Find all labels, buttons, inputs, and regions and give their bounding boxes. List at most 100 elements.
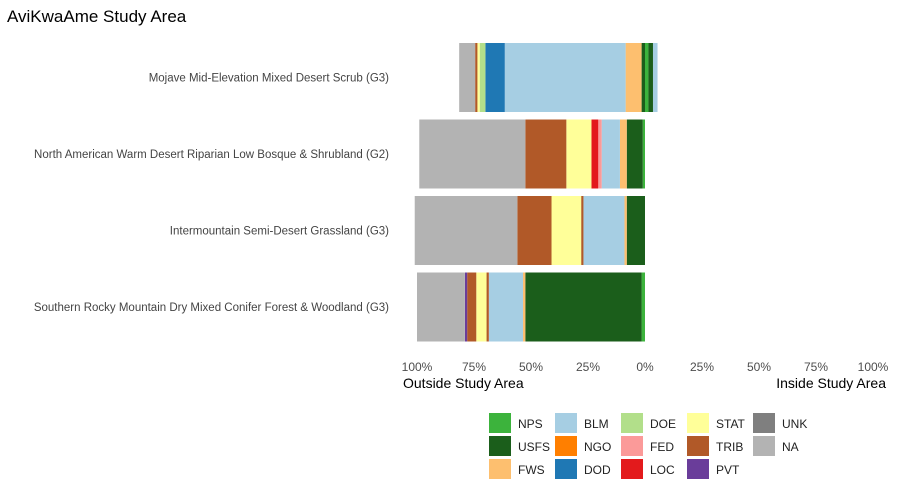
legend-swatch-stat [687, 413, 709, 433]
bars-layer [414, 43, 658, 342]
bar-group-4 [417, 272, 645, 342]
bar-segment-outside-nps-4-1 [641, 272, 645, 342]
bar-segment-outside-pvt-4-8 [464, 272, 468, 342]
bar-segment-outside-na-3-7 [414, 196, 518, 265]
inside-study-area-label: Inside Study Area [776, 375, 886, 391]
bar-segment-outside-usfs-2-2 [626, 119, 643, 189]
bar-segment-outside-blm-2-4 [601, 119, 620, 189]
bar-segment-outside-na-1-8 [459, 43, 476, 112]
bar-segment-outside-fws-4-3 [523, 272, 526, 342]
legend-swatch-na [753, 436, 775, 456]
x-tick-label-1: 100% [402, 360, 433, 374]
bar-group-3 [414, 196, 645, 265]
bar-segment-outside-fws-1-2 [625, 43, 642, 112]
legend-item-stat: STAT [687, 413, 746, 433]
legend-item-trib: TRIB [687, 436, 743, 456]
legend-label-trib: TRIB [716, 440, 743, 454]
legend-item-ngo: NGO [555, 436, 611, 456]
bar-segment-outside-na-4-9 [417, 272, 465, 342]
x-tick-label-4: 25% [576, 360, 600, 374]
legend-swatch-fed [621, 436, 643, 456]
legend-label-dod: DOD [584, 463, 611, 477]
bar-segment-outside-stat-2-7 [566, 119, 592, 189]
bar-segment-outside-loc-2-6 [591, 119, 599, 189]
legend: NPS USFS FWS BLM NGO DOD DOE FED LOC STAT TRIB PVT U… [489, 413, 807, 479]
bar-segment-inside-usfs-1-2 [648, 43, 653, 112]
legend-label-fed: FED [650, 440, 674, 454]
x-tick-label-6: 25% [690, 360, 714, 374]
legend-label-na: NA [782, 440, 799, 454]
category-label-3: Intermountain Semi-Desert Grassland (G3) [170, 226, 389, 238]
bar-segment-outside-nps-2-1 [642, 119, 645, 189]
legend-item-loc: LOC [621, 459, 675, 479]
legend-label-doe: DOE [650, 417, 676, 431]
bar-segment-outside-na-2-9 [419, 119, 526, 189]
bar-segment-outside-stat-1-6 [477, 43, 480, 112]
legend-swatch-dod [555, 459, 577, 479]
bar-segment-outside-blm-4-4 [488, 272, 524, 342]
bar-segment-outside-trib-2-8 [525, 119, 567, 189]
bar-segment-outside-fed-2-5 [598, 119, 602, 189]
legend-item-doe: DOE [621, 413, 676, 433]
category-label-2: North American Warm Desert Riparian Low … [34, 149, 389, 161]
legend-swatch-nps [489, 413, 511, 433]
legend-swatch-trib [687, 436, 709, 456]
x-tick-label-8: 75% [804, 360, 828, 374]
bar-segment-outside-trib-3-6 [517, 196, 552, 265]
legend-item-nps: NPS [489, 413, 543, 433]
legend-label-loc: LOC [650, 463, 675, 477]
legend-item-unk: UNK [753, 413, 807, 433]
bar-group-2 [419, 119, 645, 189]
legend-item-fed: FED [621, 436, 674, 456]
chart-title: AviKwaAme Study Area [7, 7, 187, 26]
legend-item-blm: BLM [555, 413, 609, 433]
category-label-4: Southern Rocky Mountain Dry Mixed Conife… [34, 302, 389, 314]
legend-swatch-doe [621, 413, 643, 433]
category-labels: Mojave Mid-Elevation Mixed Desert Scrub … [34, 73, 389, 315]
bar-segment-outside-trib-4-5 [486, 272, 489, 342]
legend-swatch-pvt [687, 459, 709, 479]
legend-swatch-blm [555, 413, 577, 433]
legend-label-ngo: NGO [584, 440, 611, 454]
legend-label-usfs: USFS [518, 440, 550, 454]
bar-segment-outside-usfs-3-1 [626, 196, 645, 265]
bar-segment-outside-blm-3-3 [583, 196, 625, 265]
legend-item-usfs: USFS [489, 436, 550, 456]
legend-item-dod: DOD [555, 459, 611, 479]
legend-label-unk: UNK [782, 417, 807, 431]
bar-segment-outside-trib-1-7 [475, 43, 478, 112]
bar-segment-inside-nps-1-1 [645, 43, 649, 112]
legend-swatch-unk [753, 413, 775, 433]
bar-segment-outside-trib-4-7 [467, 272, 477, 342]
legend-label-nps: NPS [518, 417, 543, 431]
outside-study-area-label: Outside Study Area [403, 375, 524, 391]
bar-segment-outside-doe-1-5 [479, 43, 486, 112]
bar-segment-inside-blm-1-3 [652, 43, 658, 112]
bar-group-1 [459, 43, 658, 112]
bar-segment-outside-fws-2-3 [619, 119, 627, 189]
x-tick-label-5: 0% [636, 360, 654, 374]
bar-segment-outside-blm-1-3 [504, 43, 626, 112]
legend-label-stat: STAT [716, 417, 746, 431]
legend-item-pvt: PVT [687, 459, 740, 479]
x-tick-label-7: 50% [747, 360, 771, 374]
legend-label-blm: BLM [584, 417, 609, 431]
legend-label-fws: FWS [518, 463, 545, 477]
bar-segment-outside-stat-3-5 [551, 196, 582, 265]
x-axis-ticks: 100% 75% 50% 25% 0% 25% 50% 75% 100% [402, 360, 889, 374]
legend-swatch-usfs [489, 436, 511, 456]
legend-swatch-loc [621, 459, 643, 479]
x-tick-label-9: 100% [858, 360, 889, 374]
legend-item-fws: FWS [489, 459, 545, 479]
legend-swatch-fws [489, 459, 511, 479]
legend-item-na: NA [753, 436, 799, 456]
x-tick-label-3: 50% [519, 360, 543, 374]
category-label-1: Mojave Mid-Elevation Mixed Desert Scrub … [149, 73, 389, 85]
bar-segment-outside-usfs-1-1 [641, 43, 645, 112]
legend-swatch-ngo [555, 436, 577, 456]
bar-segment-outside-usfs-4-2 [525, 272, 642, 342]
legend-label-pvt: PVT [716, 463, 740, 477]
bar-segment-outside-stat-4-6 [476, 272, 487, 342]
x-tick-label-2: 75% [462, 360, 486, 374]
